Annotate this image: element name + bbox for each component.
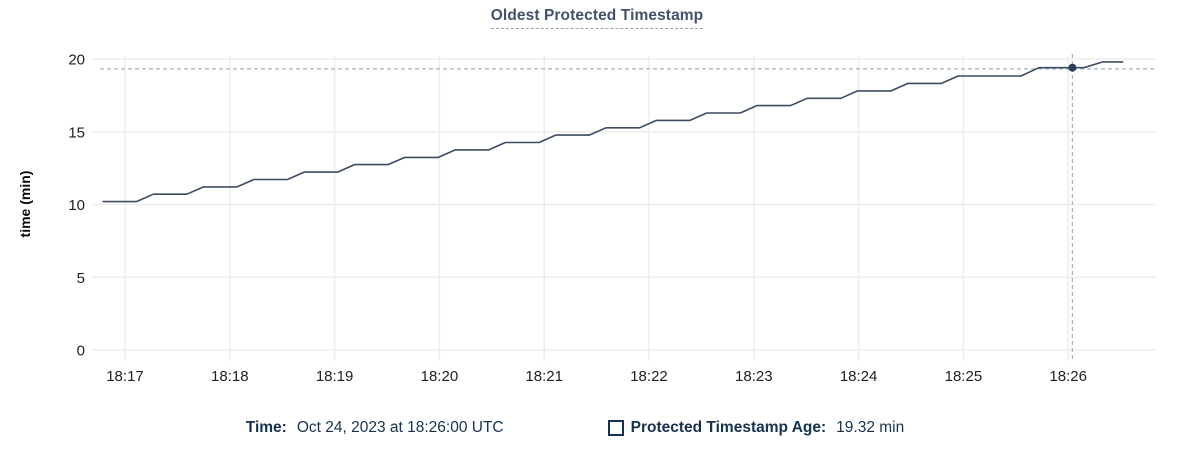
x-tick-label: 18:26 xyxy=(1049,368,1087,385)
chart-legend: Time: Oct 24, 2023 at 18:26:00 UTC Prote… xyxy=(0,419,1172,437)
y-tick-label: 20 xyxy=(68,52,85,69)
chart-svg[interactable]: 0 5 10 15 20 18:17 18:18 18:19 18:20 18:21 18:22 18… xyxy=(0,0,1194,410)
x-tick-label: 18:17 xyxy=(106,368,144,385)
x-tick-label: 18:25 xyxy=(945,368,983,385)
series-checkbox-icon[interactable] xyxy=(607,420,624,436)
legend-time-value: Oct 24, 2023 at 18:26:00 UTC xyxy=(296,419,504,436)
chart-title-wrap: Oldest Protected Timestamp xyxy=(0,7,1194,29)
y-tick-label: 5 xyxy=(77,270,85,287)
y-tick-label: 0 xyxy=(77,343,85,360)
y-tick-label: 10 xyxy=(68,197,85,214)
chart-title[interactable]: Oldest Protected Timestamp xyxy=(490,7,704,29)
y-axis-title: time (min) xyxy=(17,171,33,238)
x-tick-label: 18:18 xyxy=(211,368,249,385)
series-line xyxy=(102,61,1124,203)
x-tick-label: 18:21 xyxy=(525,368,563,385)
legend-series-item[interactable]: Protected Timestamp Age: 19.32 min xyxy=(607,419,905,437)
legend-series-value: 19.32 min xyxy=(836,419,905,436)
legend-time-label: Time: xyxy=(245,419,287,436)
x-tick-label: 18:22 xyxy=(630,368,668,385)
hover-point-marker xyxy=(1068,63,1077,72)
x-tick-label: 18:20 xyxy=(421,368,459,385)
chart-plot-area[interactable] xyxy=(92,56,1156,350)
x-tick-label: 18:23 xyxy=(735,368,773,385)
x-tick-label: 18:19 xyxy=(316,368,354,385)
x-tick-label: 18:24 xyxy=(840,368,878,385)
legend-series-label: Protected Timestamp Age: xyxy=(630,419,827,436)
y-tick-label: 15 xyxy=(68,124,85,141)
